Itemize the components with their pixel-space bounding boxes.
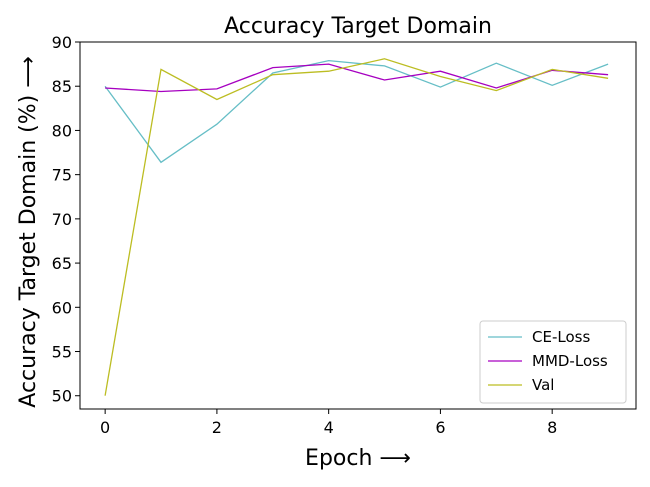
x-tick-label: 4 — [324, 418, 334, 437]
series-line-ce-loss — [104, 59, 609, 164]
series-group — [104, 58, 609, 396]
y-tick-label: 75 — [52, 166, 72, 185]
series-line-mmd-loss — [105, 63, 609, 93]
y-tick-label: 65 — [52, 254, 72, 273]
series-line-val — [104, 58, 609, 396]
chart-title: Accuracy Target Domain — [224, 14, 492, 39]
y-tick-label: 85 — [52, 77, 72, 96]
legend-label-mmd-loss: MMD-Loss — [532, 352, 608, 370]
x-tick-label: 2 — [212, 418, 222, 437]
axes-group: 0 2 4 6 8 50 55 60 65 70 75 80 85 90 — [52, 33, 637, 437]
plot-frame — [79, 41, 637, 410]
y-tick-label: 60 — [52, 298, 72, 317]
x-axis-title: Epoch ⟶ — [305, 446, 411, 471]
y-tick-label: 50 — [52, 387, 72, 406]
y-tick-label: 70 — [52, 210, 72, 229]
legend-label-val: Val — [532, 376, 554, 394]
y-tick-label: 90 — [52, 33, 72, 52]
y-tick-label: 80 — [52, 121, 72, 140]
x-tick-label: 0 — [100, 418, 110, 437]
y-tick-label: 55 — [52, 343, 72, 362]
legend-box — [479, 320, 627, 404]
legend-label-ce-loss: CE-Loss — [532, 328, 590, 346]
legend: CE-Loss MMD-Loss Val — [479, 320, 627, 404]
x-tick-label: 6 — [435, 418, 445, 437]
y-axis-title: Accuracy Target Domain (%) ⟶ — [16, 56, 41, 407]
x-tick-label: 8 — [547, 418, 557, 437]
